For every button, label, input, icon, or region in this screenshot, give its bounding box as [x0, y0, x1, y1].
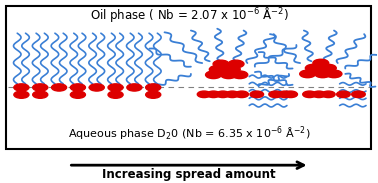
Circle shape	[14, 91, 29, 98]
Circle shape	[70, 91, 85, 98]
Text: Aqueous phase D$_2$0 (Nb = 6.35 x 10$^{-6}$ Å$^{-2}$): Aqueous phase D$_2$0 (Nb = 6.35 x 10$^{-…	[68, 124, 310, 143]
Circle shape	[352, 91, 365, 98]
Circle shape	[300, 70, 316, 78]
Circle shape	[108, 91, 123, 98]
Circle shape	[315, 70, 331, 78]
Circle shape	[14, 84, 29, 91]
Text: Oil phase ( Nb = 2.07 x 10$^{-6}$ Å$^{-2}$): Oil phase ( Nb = 2.07 x 10$^{-6}$ Å$^{-2…	[90, 5, 288, 24]
Circle shape	[226, 91, 239, 98]
Circle shape	[232, 71, 248, 79]
Circle shape	[108, 84, 123, 91]
Circle shape	[33, 91, 48, 98]
Circle shape	[337, 91, 350, 98]
Circle shape	[326, 70, 342, 78]
Circle shape	[209, 66, 225, 73]
Circle shape	[89, 84, 104, 91]
Circle shape	[322, 91, 335, 98]
Circle shape	[312, 91, 326, 98]
Circle shape	[250, 91, 263, 98]
Text: Increasing spread amount: Increasing spread amount	[102, 168, 276, 181]
FancyBboxPatch shape	[6, 6, 371, 149]
Circle shape	[197, 91, 211, 98]
Circle shape	[213, 60, 229, 68]
Circle shape	[216, 91, 230, 98]
Circle shape	[146, 84, 161, 91]
Circle shape	[127, 84, 142, 91]
Circle shape	[305, 64, 321, 72]
Circle shape	[228, 60, 244, 68]
Circle shape	[269, 91, 282, 98]
Circle shape	[225, 66, 240, 73]
Circle shape	[146, 91, 161, 98]
Circle shape	[207, 91, 220, 98]
Circle shape	[51, 84, 67, 91]
Circle shape	[70, 84, 85, 91]
Circle shape	[33, 84, 48, 91]
Circle shape	[206, 71, 222, 79]
Circle shape	[303, 91, 316, 98]
Circle shape	[284, 91, 297, 98]
Circle shape	[321, 64, 336, 72]
Circle shape	[221, 71, 237, 79]
Circle shape	[313, 59, 329, 67]
Circle shape	[278, 91, 292, 98]
Circle shape	[235, 91, 248, 98]
